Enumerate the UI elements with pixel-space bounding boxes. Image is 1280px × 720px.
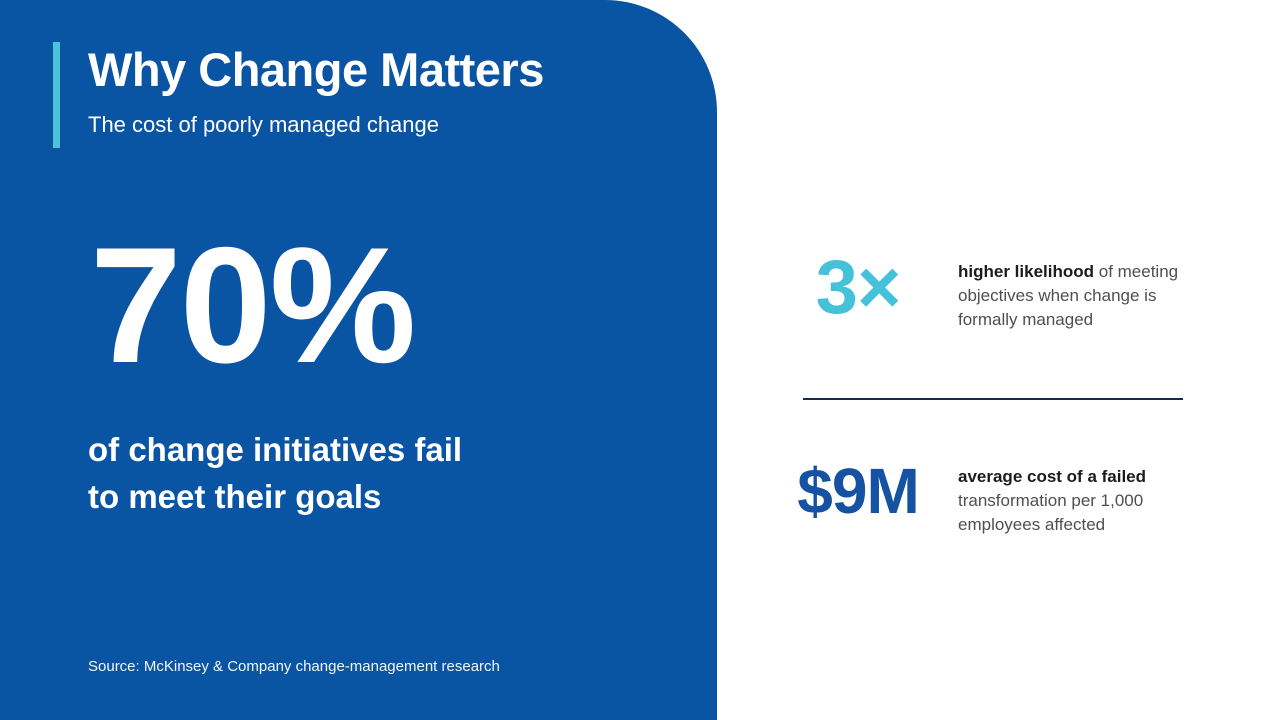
accent-bar: [53, 42, 60, 148]
stat-row-cost: $9M average cost of a failed transformat…: [788, 453, 1208, 537]
source-citation: Source: McKinsey & Company change-manage…: [88, 658, 500, 675]
stat-row-likelihood: 3× higher likelihood of meeting objectiv…: [788, 248, 1208, 332]
stat-value-9m: $9M: [797, 455, 920, 527]
big-stat-description-line1: of change initiatives fail: [88, 431, 463, 468]
stat-text-likelihood-regular: of meeting objectives when change is for…: [958, 262, 1179, 329]
stat-text-cost-regular: transformation per 1,000 employees affec…: [958, 491, 1144, 534]
big-stat-description: of change initiatives fail to meet their…: [88, 426, 462, 520]
stat-value-3x: 3×: [815, 245, 902, 330]
stats-divider: [803, 398, 1183, 400]
big-stat-value: 70%: [90, 213, 416, 397]
big-stat-description-line2: to meet their goals: [88, 478, 382, 515]
stat-text-likelihood-bold: higher likelihood: [958, 262, 1095, 281]
stat-text-cost: average cost of a failed transformation …: [958, 453, 1208, 537]
blue-panel: Why Change Matters The cost of poorly ma…: [0, 0, 717, 720]
stat-text-likelihood: higher likelihood of meeting objectives …: [958, 248, 1208, 332]
slide-subtitle: The cost of poorly managed change: [88, 112, 440, 137]
slide-title: Why Change Matters: [88, 43, 544, 96]
stat-text-cost-bold: average cost of a failed: [958, 467, 1147, 486]
